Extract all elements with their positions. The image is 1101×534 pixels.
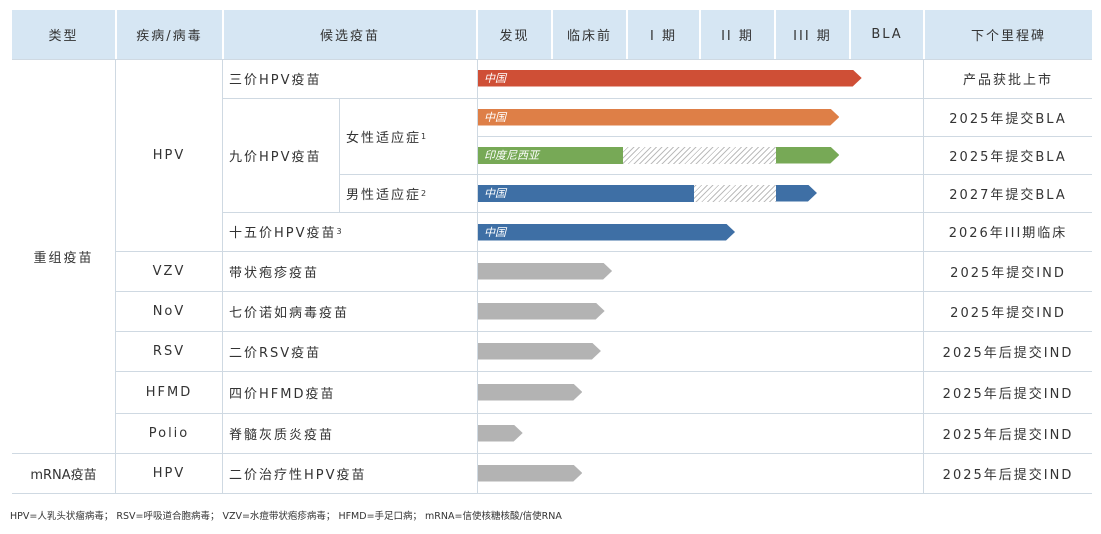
- header-type: 类型: [12, 10, 115, 59]
- milestone-row-1: 产品获批上市: [962, 73, 1053, 88]
- pipeline-bar-4-2: [776, 184, 817, 202]
- milestone-row-6: 2025年提交IND: [950, 265, 1066, 281]
- milestone-row-4: 2027年提交BLA: [949, 187, 1067, 203]
- footnote: HPV=人乳头状瘤病毒； RSV=呼吸道合胞病毒； VZV=水痘带状疱疹病毒； …: [10, 511, 562, 522]
- female-footnote-mark: 1: [421, 131, 429, 141]
- row-line-9: [115, 413, 1092, 414]
- header-stage-phase3: III 期: [776, 10, 849, 59]
- candidate-zoster: 带状疱疹疫苗: [229, 265, 320, 281]
- row-line-6: [115, 291, 1092, 292]
- header-stage-phase1: I 期: [628, 10, 699, 59]
- milestone-row-3: 2025年提交BLA: [949, 149, 1067, 165]
- bar-label-4: 中国: [484, 186, 506, 200]
- pipeline-bar-10: [478, 424, 523, 442]
- disease-rsv: RSV: [152, 343, 186, 359]
- candidate-polio: 脊髓灰质炎疫苗: [229, 427, 335, 443]
- candidate-hpv9: 九价HPV疫苗: [229, 149, 322, 165]
- row-line-5: [115, 251, 1092, 252]
- pipeline-bar-7: [478, 302, 605, 320]
- disease-hpv: HPV: [152, 147, 186, 163]
- bar-label-2: 中国: [484, 110, 506, 124]
- candidate-rsv: 二价RSV疫苗: [229, 345, 322, 361]
- milestone-row-9: 2025年后提交IND: [942, 386, 1074, 402]
- row-line-10: [12, 453, 1092, 454]
- pipeline-bar-1: [478, 69, 862, 87]
- col-line-5: [923, 59, 924, 493]
- group-recombinant: 重组疫苗: [33, 250, 94, 266]
- milestone-row-7: 2025年提交IND: [950, 305, 1066, 321]
- header-disease: 疾病/病毒: [117, 10, 222, 59]
- candidate-hpv9-female: 女性适应症 1: [340, 98, 477, 174]
- pipeline-bar-3-1: [478, 146, 624, 164]
- col-line-2: [222, 59, 223, 493]
- female-indication-label: 女性适应症: [346, 130, 422, 146]
- pipeline-bar-11: [478, 464, 583, 482]
- disease-vzv: VZV: [152, 263, 186, 279]
- candidate-hpv3: 三价HPV疫苗: [229, 73, 322, 88]
- disease-nov: NoV: [152, 303, 186, 319]
- bar-label-3: 印度尼西亚: [484, 148, 539, 162]
- milestone-row-8: 2025年后提交IND: [942, 345, 1074, 361]
- col-line-3: [339, 98, 340, 212]
- col-line-4: [477, 59, 478, 493]
- pipeline-bar-9: [478, 383, 583, 401]
- pipeline-bar-2: [478, 108, 840, 126]
- disease-hfmd: HFMD: [145, 384, 193, 400]
- milestone-row-11: 2025年后提交IND: [942, 467, 1074, 483]
- candidate-hfmd: 四价HFMD疫苗: [229, 386, 336, 402]
- candidate-norovirus: 七价诺如病毒疫苗: [229, 305, 350, 321]
- candidate-hpv15: 十五价HPV疫苗 3: [223, 212, 477, 251]
- row-line-7: [115, 331, 1092, 332]
- row-line-3: [339, 174, 1092, 175]
- bar-label-1: 中国: [484, 71, 506, 85]
- male-footnote-mark: 2: [421, 188, 429, 198]
- pipeline-bar-8: [478, 342, 601, 360]
- pipeline-bar-5: [478, 223, 736, 241]
- pending-segment-4: [694, 184, 776, 202]
- row-line-1: [222, 98, 1092, 99]
- pipeline-bar-3-2: [776, 146, 840, 164]
- header-stage-bla: BLA: [851, 10, 923, 59]
- disease-hpv-mrna: HPV: [152, 465, 186, 481]
- bar-label-5: 中国: [484, 225, 506, 239]
- header-stage-preclinical: 临床前: [553, 10, 626, 59]
- disease-polio: Polio: [148, 425, 190, 441]
- row-line-4: [222, 212, 1092, 213]
- row-line-bottom: [12, 493, 1092, 494]
- pipeline-bar-6: [478, 262, 613, 280]
- header-candidate: 候选疫苗: [224, 10, 476, 59]
- col-line-1: [115, 59, 116, 493]
- row-line-2: [477, 136, 1092, 137]
- row-line-top: [12, 59, 1092, 60]
- header-stage-discovery: 发现: [478, 10, 551, 59]
- header-milestone: 下个里程碑: [925, 10, 1092, 59]
- milestone-row-2: 2025年提交BLA: [949, 111, 1067, 127]
- milestone-row-10: 2025年后提交IND: [942, 427, 1074, 443]
- group-mrna: mRNA疫苗: [30, 467, 97, 483]
- hpv15-footnote-mark: 3: [336, 227, 344, 236]
- pending-segment-3: [623, 146, 776, 164]
- male-indication-label: 男性适应症: [346, 187, 422, 203]
- header-stage-phase2: II 期: [701, 10, 774, 59]
- pipeline-bar-4-1: [478, 184, 695, 202]
- candidate-therapeutic-hpv: 二价治疗性HPV疫苗: [229, 467, 367, 483]
- hpv15-label: 十五价HPV疫苗: [229, 226, 337, 241]
- candidate-hpv9-male: 男性适应症 2: [340, 174, 477, 212]
- milestone-row-5: 2026年III期临床: [948, 226, 1068, 241]
- row-line-8: [115, 371, 1092, 372]
